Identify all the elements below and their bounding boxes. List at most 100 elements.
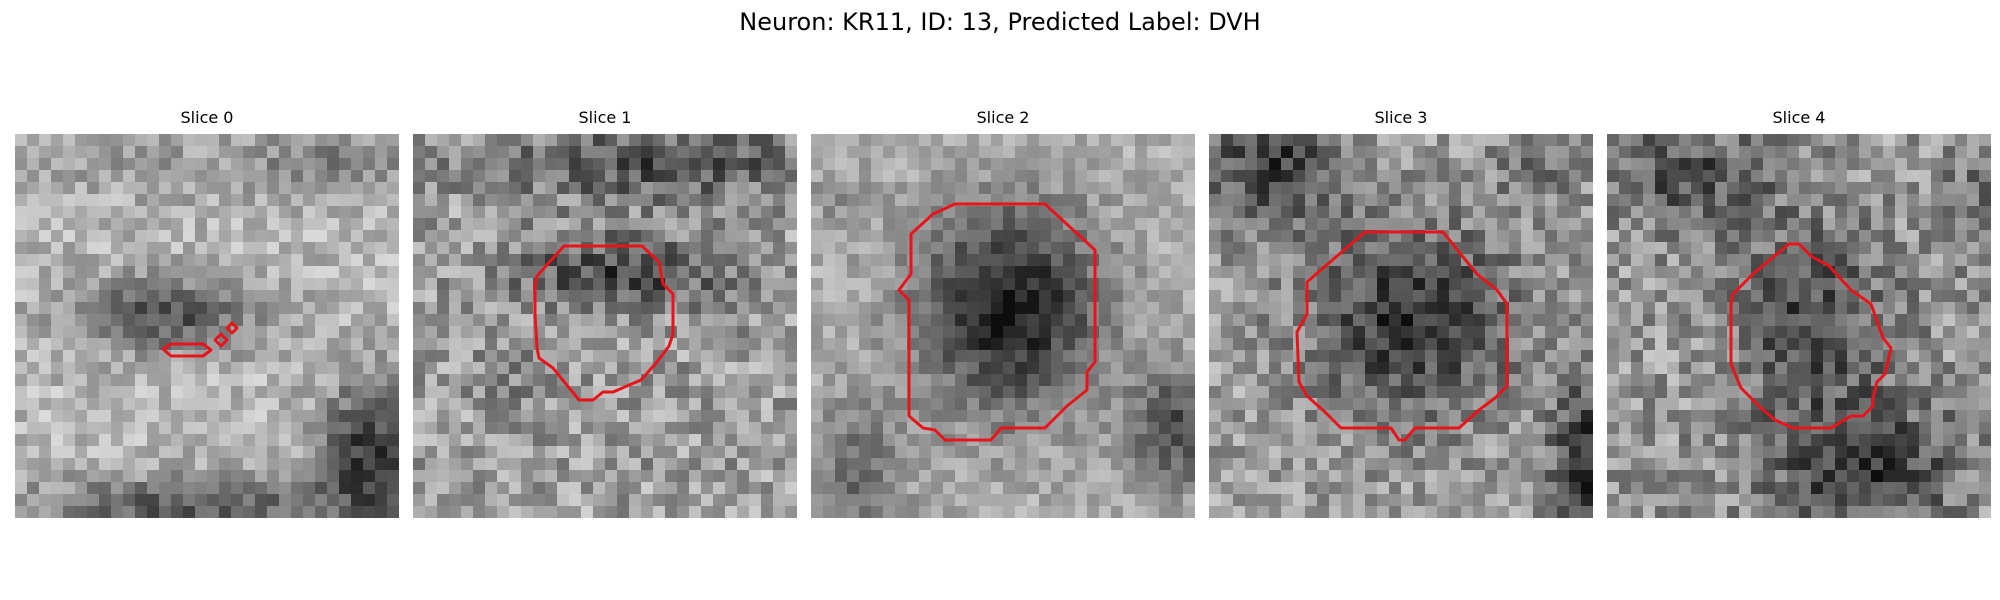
pixel — [387, 278, 399, 291]
pixel — [267, 374, 280, 387]
pixel — [1039, 230, 1052, 243]
pixel — [967, 458, 980, 471]
pixel — [1545, 338, 1558, 351]
pixel — [351, 470, 364, 483]
pixel — [811, 350, 824, 363]
pixel — [255, 470, 268, 483]
pixel — [1631, 362, 1644, 375]
pixel — [243, 314, 256, 327]
pixel — [231, 458, 244, 471]
pixel — [1209, 446, 1222, 459]
pixel — [363, 314, 376, 327]
pixel — [207, 398, 220, 411]
pixel — [1015, 338, 1028, 351]
pixel — [207, 314, 220, 327]
pixel — [1979, 158, 1991, 171]
pixel — [593, 146, 606, 159]
pixel — [1907, 362, 1920, 375]
pixel — [1739, 434, 1752, 447]
pixel — [701, 482, 714, 495]
pixel — [243, 362, 256, 375]
pixel — [1461, 350, 1474, 363]
pixel — [1895, 350, 1908, 363]
pixel — [581, 146, 594, 159]
pixel — [1015, 218, 1028, 231]
pixel — [339, 302, 352, 315]
pixel — [1727, 446, 1740, 459]
pixel — [1967, 350, 1980, 363]
pixel — [485, 350, 498, 363]
pixel — [437, 242, 450, 255]
pixel — [641, 458, 654, 471]
pixel — [1763, 446, 1776, 459]
pixel — [967, 134, 980, 147]
pixel — [1257, 242, 1270, 255]
pixel — [1245, 470, 1258, 483]
pixel — [327, 314, 340, 327]
pixel — [425, 254, 438, 267]
pixel — [1557, 410, 1570, 423]
pixel — [195, 374, 208, 387]
pixel — [1183, 434, 1195, 447]
pixel — [811, 386, 824, 399]
pixel — [219, 194, 232, 207]
pixel — [1871, 218, 1884, 231]
pixel — [327, 410, 340, 423]
pixel — [1859, 302, 1872, 315]
pixel — [883, 302, 896, 315]
pixel — [823, 386, 836, 399]
pixel — [1051, 458, 1064, 471]
pixel — [1751, 386, 1764, 399]
pixel — [1135, 170, 1148, 183]
slice-pixels-0 — [15, 134, 399, 518]
pixel — [713, 158, 726, 171]
pixel — [243, 350, 256, 363]
pixel — [1799, 182, 1812, 195]
pixel — [1545, 374, 1558, 387]
pixel — [1775, 350, 1788, 363]
pixel — [291, 302, 304, 315]
pixel — [375, 146, 388, 159]
pixel — [943, 170, 956, 183]
pixel — [1485, 194, 1498, 207]
pixel — [1607, 290, 1620, 303]
pixel — [1209, 362, 1222, 375]
pixel — [1039, 470, 1052, 483]
pixel — [51, 458, 64, 471]
pixel — [823, 482, 836, 495]
pixel — [859, 434, 872, 447]
pixel — [907, 446, 920, 459]
pixel — [653, 182, 666, 195]
pixel — [617, 230, 630, 243]
pixel — [183, 206, 196, 219]
pixel — [1955, 134, 1968, 147]
pixel — [1643, 206, 1656, 219]
pixel — [1003, 230, 1016, 243]
pixel — [351, 386, 364, 399]
pixel — [1413, 218, 1426, 231]
pixel — [1907, 278, 1920, 291]
pixel — [99, 446, 112, 459]
pixel — [761, 266, 774, 279]
pixel — [485, 314, 498, 327]
pixel — [1437, 338, 1450, 351]
pixel — [895, 314, 908, 327]
pixel — [1497, 446, 1510, 459]
pixel — [1631, 278, 1644, 291]
pixel — [1425, 446, 1438, 459]
pixel — [1003, 470, 1016, 483]
pixel — [1847, 194, 1860, 207]
pixel — [943, 218, 956, 231]
pixel — [497, 266, 510, 279]
pixel — [677, 398, 690, 411]
pixel — [581, 470, 594, 483]
pixel — [1931, 194, 1944, 207]
pixel — [87, 446, 100, 459]
pixel — [1075, 266, 1088, 279]
pixel — [1679, 398, 1692, 411]
pixel — [629, 170, 642, 183]
pixel — [847, 206, 860, 219]
pixel — [87, 146, 100, 159]
pixel — [485, 338, 498, 351]
pixel — [665, 194, 678, 207]
